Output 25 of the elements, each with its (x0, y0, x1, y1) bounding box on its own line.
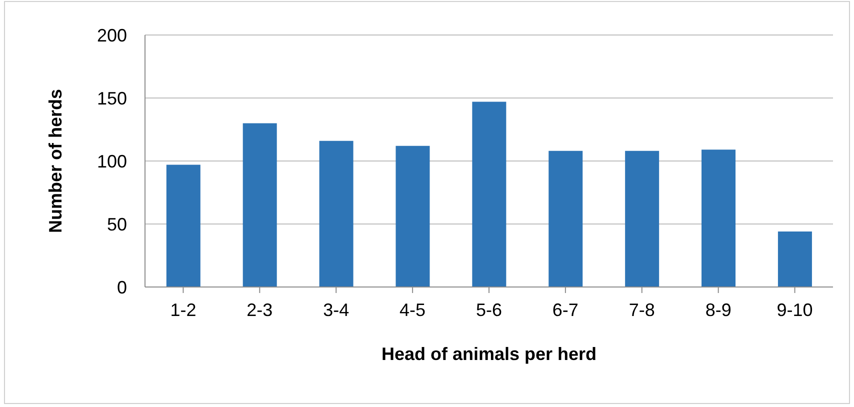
x-tick-label: 3-4 (323, 300, 350, 320)
bar (778, 232, 812, 287)
x-tick-label: 5-6 (476, 300, 502, 320)
y-tick-label: 0 (116, 277, 127, 298)
x-tick-label: 8-9 (705, 300, 732, 320)
bar (242, 123, 277, 287)
bar (166, 164, 200, 287)
bar (319, 140, 354, 287)
x-axis-title: Head of animals per herd (381, 344, 597, 364)
x-tick-label: 4-5 (400, 300, 426, 320)
y-axis-title: Number of herds (45, 88, 66, 234)
y-tick-label: 100 (96, 151, 127, 172)
bar (472, 102, 506, 287)
y-tick-label: 50 (106, 214, 127, 234)
x-tick-label: 1-2 (170, 300, 196, 320)
bar (702, 150, 736, 287)
x-tick-label: 7-8 (628, 300, 655, 320)
y-tick-label: 150 (96, 88, 127, 108)
x-tick-label: 2-3 (246, 300, 273, 320)
bar (396, 146, 430, 287)
x-tick-label: 9-10 (776, 300, 813, 320)
bar (548, 150, 583, 287)
bar (625, 150, 660, 287)
y-tick-label: 200 (96, 25, 127, 46)
x-tick-label: 6-7 (552, 300, 578, 320)
